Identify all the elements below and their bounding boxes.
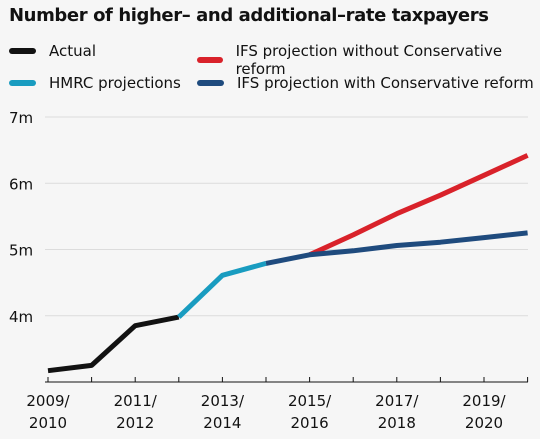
legend-swatch-actual: [9, 48, 36, 54]
legend-item-ifs-with: IFS projection with Conservative reform: [197, 74, 534, 92]
x-tick-label: 2011/2012: [114, 392, 158, 432]
legend-label-actual: Actual: [49, 42, 96, 60]
legend: Actual HMRC projections IFS projection w…: [0, 0, 540, 110]
chart-title: Number of higher– and additional–rate ta…: [9, 5, 489, 26]
x-tick-label: 2017/2018: [375, 392, 419, 432]
legend-item-ifs-without: IFS projection without Conservative refo…: [197, 42, 540, 78]
x-tick-label: 2015/2016: [288, 392, 332, 432]
x-tick-label: 2013/2014: [201, 392, 245, 432]
x-tick-label: 2019/2020: [462, 392, 506, 432]
legend-item-actual: Actual: [9, 42, 96, 60]
y-tick-label: 6m: [9, 175, 33, 193]
y-tick-label: 5m: [9, 242, 33, 260]
legend-label-ifs-with: IFS projection with Conservative reform: [237, 74, 534, 92]
series-line-1: [47, 314, 180, 374]
legend-swatch-hmrc: [9, 80, 36, 86]
legend-item-hmrc: HMRC projections: [9, 74, 181, 92]
legend-swatch-ifs-without: [197, 57, 223, 63]
y-tick-label: 4m: [9, 308, 33, 326]
series-line-4: [265, 230, 528, 266]
x-tick-label: 2009/2010: [26, 392, 70, 432]
series-line-3: [308, 153, 529, 258]
series-line-2: [177, 260, 267, 319]
legend-label-ifs-without: IFS projection without Conservative refo…: [235, 42, 503, 78]
legend-swatch-ifs-with: [197, 80, 224, 86]
y-tick-label: 7m: [9, 109, 33, 127]
legend-label-hmrc: HMRC projections: [49, 74, 181, 92]
